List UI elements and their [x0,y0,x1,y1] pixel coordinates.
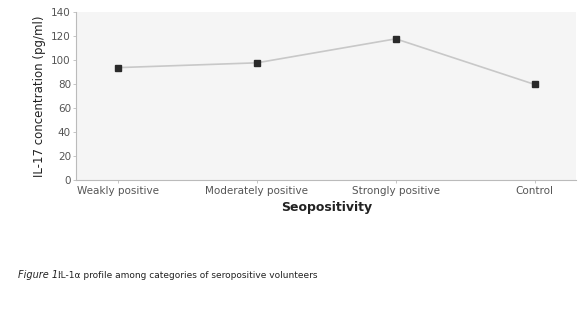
Text: Figure 1:: Figure 1: [18,270,64,280]
Text: IL-1α profile among categories of seropositive volunteers: IL-1α profile among categories of seropo… [58,271,317,280]
X-axis label: Seopositivity: Seopositivity [281,202,372,215]
Y-axis label: IL-17 concentration (pg/ml): IL-17 concentration (pg/ml) [32,16,46,177]
